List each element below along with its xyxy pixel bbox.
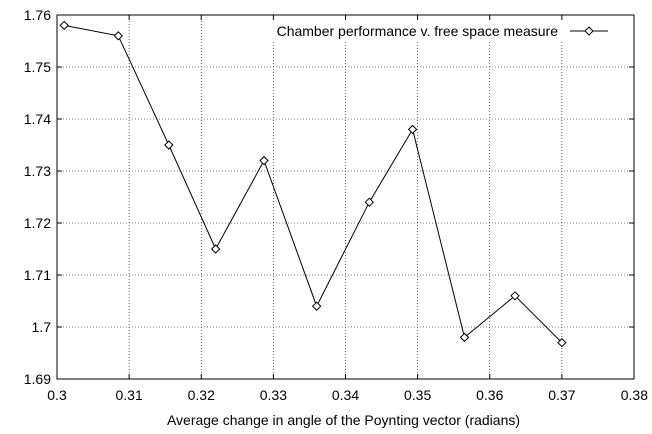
y-tick-label: 1.72 [24, 215, 51, 231]
data-point-marker [259, 155, 269, 166]
y-tick-label: 1.76 [24, 7, 51, 23]
legend-background [202, 20, 616, 42]
data-point-marker [59, 20, 69, 31]
y-tick-label: 1.73 [24, 163, 51, 179]
data-point-marker [210, 244, 221, 254]
x-tick-label: 0.38 [621, 387, 648, 403]
x-axis-ticks: 0.3 0.31 0.32 0.33 0.34 0.35 0.36 0.37 0.38 [47, 15, 648, 403]
data-point-marker [510, 291, 520, 301]
series-plot [59, 20, 567, 348]
legend: Chamber performance v. free space measur… [202, 20, 616, 42]
y-tick-label: 1.75 [24, 59, 51, 75]
y-tick-label: 1.74 [24, 111, 51, 127]
data-point-marker [459, 332, 470, 343]
y-tick-label: 1.71 [24, 267, 51, 283]
grid [57, 15, 634, 379]
legend-diamond-marker [584, 26, 594, 36]
legend-label: Chamber performance v. free space measur… [277, 23, 559, 39]
data-point-marker [407, 124, 418, 135]
x-tick-label: 0.36 [476, 387, 503, 403]
y-axis-ticks: 1.69 1.7 1.71 1.72 1.73 1.74 1.75 1.76 [24, 7, 634, 387]
x-tick-label: 0.32 [188, 387, 215, 403]
data-point-marker [311, 301, 322, 311]
data-point-marker [557, 337, 567, 348]
x-tick-label: 0.33 [260, 387, 287, 403]
data-point-marker [113, 31, 124, 41]
data-point-marker [364, 197, 375, 207]
y-tick-label: 1.69 [24, 371, 51, 387]
x-tick-label: 0.35 [404, 387, 431, 403]
y-tick-label: 1.7 [32, 319, 52, 335]
data-point-marker [164, 140, 174, 150]
x-tick-label: 0.34 [332, 387, 359, 403]
series-line [64, 24, 563, 343]
x-axis-title: Average change in angle of the Poynting … [167, 412, 520, 428]
x-tick-label: 0.37 [548, 387, 575, 403]
x-tick-label: 0.31 [116, 387, 143, 403]
x-tick-label: 0.3 [47, 387, 67, 403]
